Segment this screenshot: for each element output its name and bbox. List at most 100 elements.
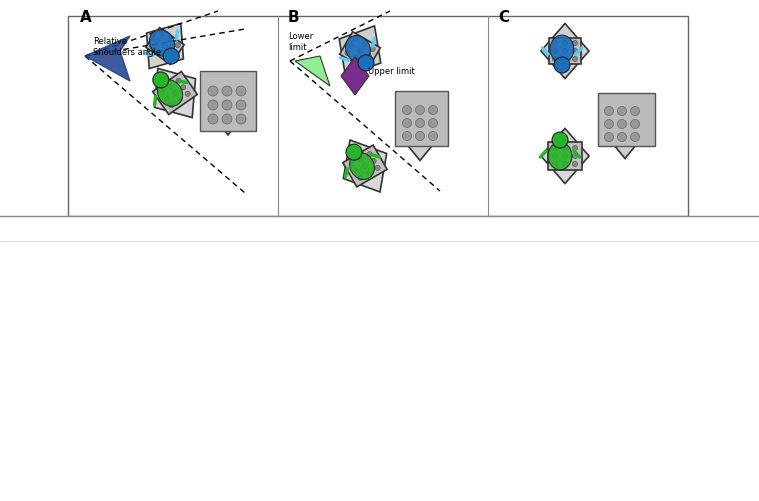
Circle shape (371, 159, 376, 164)
Text: Lower
limit: Lower limit (288, 32, 313, 52)
Circle shape (163, 49, 179, 65)
Polygon shape (395, 92, 448, 147)
Polygon shape (598, 94, 655, 147)
Circle shape (415, 119, 424, 128)
Polygon shape (200, 72, 256, 132)
Circle shape (367, 171, 371, 176)
Circle shape (167, 38, 172, 43)
Polygon shape (548, 143, 582, 171)
Polygon shape (85, 37, 130, 82)
Text: B: B (288, 10, 300, 25)
Circle shape (357, 176, 363, 181)
Circle shape (572, 146, 578, 151)
Circle shape (552, 133, 568, 149)
Polygon shape (150, 31, 175, 57)
Circle shape (429, 106, 437, 115)
Polygon shape (345, 37, 370, 63)
Polygon shape (206, 78, 250, 136)
Polygon shape (146, 25, 184, 69)
Circle shape (429, 119, 437, 128)
Circle shape (375, 166, 380, 171)
Circle shape (222, 101, 232, 111)
Circle shape (554, 58, 570, 74)
Circle shape (350, 162, 355, 167)
Circle shape (572, 50, 578, 55)
Circle shape (572, 42, 578, 47)
Polygon shape (339, 27, 381, 77)
Polygon shape (350, 153, 374, 180)
Circle shape (367, 152, 372, 157)
Circle shape (553, 42, 558, 47)
Circle shape (166, 57, 171, 62)
Circle shape (402, 119, 411, 128)
Text: Upper limit: Upper limit (368, 67, 414, 76)
Polygon shape (550, 36, 574, 64)
Circle shape (562, 162, 568, 167)
Circle shape (362, 61, 367, 66)
Circle shape (222, 87, 232, 97)
Circle shape (169, 104, 174, 109)
Circle shape (345, 51, 350, 56)
Circle shape (618, 107, 626, 116)
Circle shape (208, 101, 218, 111)
Circle shape (361, 43, 367, 48)
Circle shape (236, 101, 246, 111)
Polygon shape (549, 39, 581, 65)
Circle shape (208, 115, 218, 125)
Circle shape (185, 92, 191, 97)
FancyBboxPatch shape (0, 216, 759, 501)
Circle shape (222, 115, 232, 125)
Circle shape (562, 154, 568, 159)
Polygon shape (339, 33, 380, 71)
Polygon shape (548, 143, 572, 171)
Circle shape (236, 87, 246, 97)
Circle shape (353, 38, 357, 43)
Circle shape (153, 73, 168, 89)
Circle shape (175, 44, 181, 49)
Circle shape (363, 164, 367, 169)
Circle shape (168, 85, 173, 90)
Circle shape (236, 115, 246, 125)
Circle shape (562, 146, 568, 151)
Polygon shape (157, 81, 183, 107)
Circle shape (158, 51, 163, 56)
Polygon shape (343, 141, 386, 192)
Circle shape (618, 120, 626, 129)
Circle shape (415, 132, 424, 141)
Circle shape (562, 58, 568, 63)
Circle shape (354, 56, 358, 61)
Circle shape (631, 120, 640, 129)
Polygon shape (153, 72, 197, 115)
Circle shape (631, 133, 640, 142)
Circle shape (562, 42, 568, 47)
Circle shape (429, 132, 437, 141)
Circle shape (177, 98, 182, 103)
Polygon shape (603, 104, 647, 159)
Circle shape (358, 157, 364, 162)
Circle shape (346, 145, 362, 161)
Circle shape (572, 154, 578, 159)
Circle shape (164, 97, 169, 102)
Circle shape (562, 50, 568, 55)
Circle shape (172, 91, 178, 96)
Polygon shape (295, 57, 330, 87)
Circle shape (402, 106, 411, 115)
Circle shape (349, 45, 354, 50)
Circle shape (366, 55, 371, 60)
Circle shape (159, 91, 165, 96)
Text: A: A (80, 10, 92, 25)
Text: C: C (498, 10, 509, 25)
Circle shape (181, 86, 186, 91)
Circle shape (631, 107, 640, 116)
Polygon shape (341, 58, 369, 96)
Polygon shape (541, 25, 589, 79)
Circle shape (159, 32, 164, 37)
Circle shape (154, 39, 159, 44)
Circle shape (604, 107, 613, 116)
Polygon shape (155, 69, 196, 118)
Circle shape (618, 133, 626, 142)
Circle shape (553, 146, 558, 151)
Circle shape (553, 162, 558, 167)
Polygon shape (541, 129, 589, 184)
Polygon shape (398, 106, 442, 161)
